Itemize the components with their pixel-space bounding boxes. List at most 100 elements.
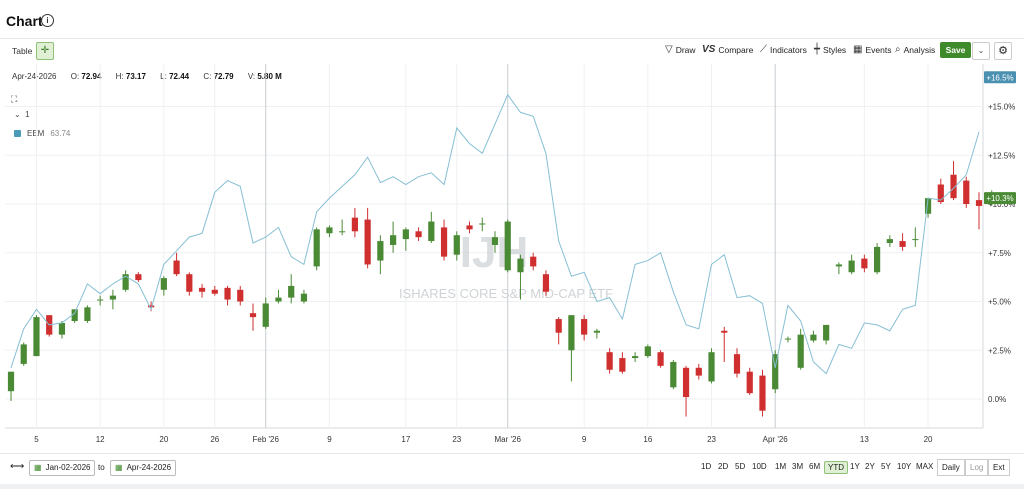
- candle-body: [428, 221, 435, 242]
- x-tick-label: Mar '26: [495, 435, 522, 444]
- range-button-ytd[interactable]: YTD: [824, 461, 848, 474]
- analysis-button[interactable]: ⌕ Analysis: [895, 44, 935, 55]
- chart-grid: [5, 64, 984, 429]
- draw-button[interactable]: ▽ Draw: [665, 44, 696, 55]
- range-button-6m[interactable]: 6M: [809, 462, 821, 471]
- calendar-icon: ▦: [34, 463, 42, 472]
- candle-body: [861, 258, 868, 269]
- candle-body: [606, 352, 613, 370]
- candle-body: [237, 289, 244, 302]
- legend-value: 63.74: [50, 129, 71, 138]
- candle-body: [33, 317, 40, 357]
- candle-body: [288, 285, 295, 298]
- candle-body: [351, 217, 358, 232]
- draw-icon: ▽: [665, 44, 673, 55]
- last-value-badges: +16.5% +10.3%: [984, 71, 1016, 205]
- compare-label: Compare: [718, 44, 754, 55]
- calendar-icon: ▦: [115, 463, 123, 472]
- candle-body: [109, 295, 116, 300]
- open-label: O:: [70, 72, 80, 81]
- series-toggle[interactable]: ⌄ 1: [14, 110, 30, 119]
- candle-body: [581, 319, 588, 335]
- candle-body: [20, 344, 27, 364]
- analysis-icon: ⌕: [895, 44, 901, 55]
- candle-body: [186, 274, 193, 292]
- range-button-5y[interactable]: 5Y: [881, 462, 891, 471]
- candle-body: [759, 375, 766, 411]
- to-date: Apr-24-2026: [126, 463, 172, 472]
- fit-range-icon[interactable]: ⟷: [10, 461, 25, 472]
- info-icon[interactable]: i: [41, 14, 54, 27]
- candle-body: [874, 246, 881, 273]
- candle-body: [160, 278, 167, 290]
- candle-body: [339, 231, 346, 233]
- candle-body: [415, 231, 422, 238]
- volume-value: 5.80 M: [257, 72, 282, 81]
- draw-label: Draw: [675, 44, 696, 55]
- log-scale-button[interactable]: Log: [965, 459, 989, 476]
- from-date-field[interactable]: ▦ Jan-02-2026: [29, 460, 96, 476]
- last-value-badge-label: +10.3%: [986, 194, 1013, 203]
- range-button-10d[interactable]: 10D: [752, 462, 767, 471]
- legend-swatch: [14, 130, 21, 137]
- expand-icon[interactable]: ⛶: [11, 94, 18, 104]
- x-tick-label: 20: [924, 435, 933, 444]
- x-tick-label: 23: [707, 435, 716, 444]
- candle-body: [924, 198, 932, 214]
- events-label: Events: [865, 44, 892, 55]
- candle-body: [899, 241, 906, 247]
- compare-button[interactable]: VS Compare: [702, 44, 753, 55]
- x-tick-label: Apr '26: [763, 435, 789, 444]
- compare-legend[interactable]: EEM 63.74: [14, 129, 70, 138]
- save-button[interactable]: Save: [940, 42, 971, 58]
- legend-name: EEM: [27, 129, 45, 138]
- range-button-1m[interactable]: 1M: [775, 462, 787, 471]
- candle-body: [530, 256, 537, 267]
- candle-body: [97, 299, 104, 301]
- y-tick-label: +12.5%: [988, 151, 1015, 160]
- indicators-icon: ⟋: [760, 44, 767, 55]
- candle-body: [886, 239, 893, 243]
- candle-body: [402, 229, 409, 240]
- y-axis: 0.0% +2.5% +5.0% +7.5% +10.0% +12.5% +15.0%: [988, 103, 1015, 405]
- price-chart[interactable]: IJH ISHARES CORE S&P MID-CAP ETF 0.0% +2.…: [0, 62, 1024, 452]
- candle-body: [772, 354, 779, 390]
- range-button-max[interactable]: MAX: [916, 462, 934, 471]
- crosshair-icon[interactable]: ✛: [36, 42, 54, 60]
- x-tick-label: 26: [210, 435, 219, 444]
- x-tick-label: 9: [327, 435, 332, 444]
- range-button-1y[interactable]: 1Y: [850, 462, 860, 471]
- indicators-button[interactable]: ⟋ Indicators: [760, 44, 807, 55]
- events-button[interactable]: ▦ Events: [853, 44, 891, 55]
- candle-body: [122, 274, 129, 290]
- range-button-5d[interactable]: 5D: [735, 462, 746, 471]
- indicators-label: Indicators: [770, 44, 807, 55]
- candle-body: [937, 184, 944, 203]
- range-button-10y[interactable]: 10Y: [897, 462, 912, 471]
- to-date-field[interactable]: ▦ Apr-24-2026: [110, 460, 177, 476]
- chevron-down-icon[interactable]: ⌄: [972, 42, 990, 60]
- range-button-2y[interactable]: 2Y: [865, 462, 875, 471]
- range-button-3m[interactable]: 3M: [792, 462, 804, 471]
- x-tick-label: Feb '26: [253, 435, 280, 444]
- candle-body: [211, 289, 218, 294]
- date-range-bar: ⟷ ▦ Jan-02-2026 to ▦ Apr-24-2026 1D 2D 5D 1…: [0, 453, 1024, 480]
- calendar-icon: ▦: [853, 44, 863, 55]
- watermark-ticker: IJH: [460, 228, 528, 277]
- candle-body: [644, 346, 651, 357]
- styles-button[interactable]: ┿ Styles: [814, 44, 846, 55]
- extended-hours-button[interactable]: Ext: [988, 459, 1010, 476]
- candle-body: [670, 361, 677, 388]
- range-button-1d[interactable]: 1D: [701, 462, 712, 471]
- table-toggle[interactable]: Table: [12, 46, 33, 56]
- volume-label: V:: [247, 72, 256, 81]
- candle-body: [975, 200, 983, 206]
- candle-body: [682, 367, 690, 398]
- last-value-badge: [984, 71, 1016, 84]
- series-count: 1: [25, 110, 30, 119]
- range-button-2d[interactable]: 2D: [718, 462, 729, 471]
- gear-icon[interactable]: ⚙: [994, 42, 1012, 60]
- candle-body: [593, 330, 600, 333]
- period-daily-button[interactable]: Daily: [937, 459, 965, 476]
